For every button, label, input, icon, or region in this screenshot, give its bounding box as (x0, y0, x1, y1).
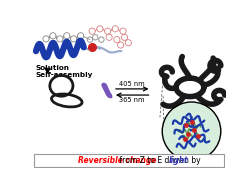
Circle shape (162, 102, 221, 160)
Text: from Z to E driven by: from Z to E driven by (117, 156, 203, 165)
Text: Reversible change: Reversible change (78, 156, 156, 165)
Text: 405 nm: 405 nm (119, 81, 145, 87)
Text: 365 nm: 365 nm (119, 97, 145, 103)
Text: Solution
Self-assembly: Solution Self-assembly (36, 65, 93, 78)
Text: light: light (169, 156, 189, 165)
FancyBboxPatch shape (35, 154, 224, 167)
Polygon shape (102, 84, 111, 97)
